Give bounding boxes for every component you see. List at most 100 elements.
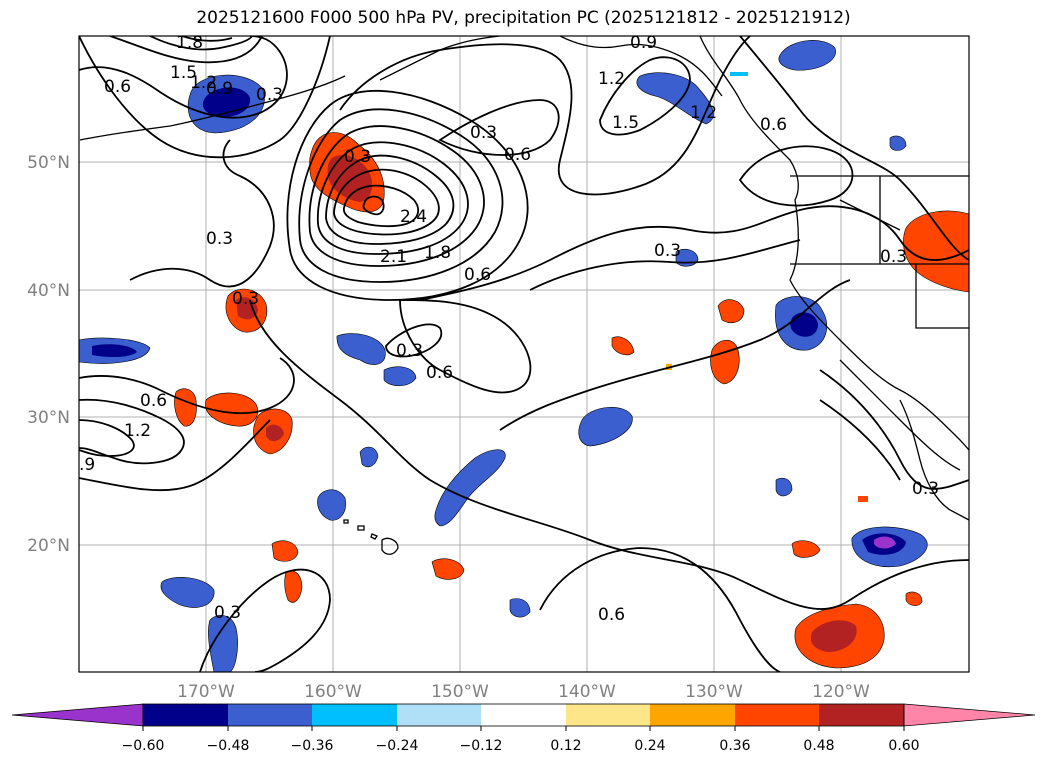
contour-label: 0.3 [232,289,259,309]
graticule [79,36,969,672]
colorbar-tick-label: 0.24 [634,738,665,754]
contour-label: 0.3 [396,341,423,361]
colorbar-tick-label: 0.60 [888,738,919,754]
precip-negative-core [92,344,137,357]
lat-label: 40°N [27,281,70,301]
contour-label: 1.2 [690,103,717,123]
precip-shading [79,40,969,672]
colorbar-tick-label: −0.24 [376,738,419,754]
contour-label: 1.2 [190,73,217,93]
contour-label: 2.4 [400,207,427,227]
precip-positive-area [174,388,197,427]
contour-label: 1.2 [124,421,151,441]
longitude-labels: 170°W 160°W 150°W 140°W 130°W 120°W [177,682,870,702]
colorbar-segment [312,704,397,726]
colorbar-tick-label: 0.36 [719,738,750,754]
precip-negative-area [208,615,238,672]
hawaii-islands [343,519,399,555]
contour-label: 0.9 [206,79,233,99]
contour-label: .9 [79,455,95,475]
lat-label: 50°N [27,153,70,173]
precip-negative-area [160,577,215,608]
precip-positive-area [284,570,303,603]
precip-positive-area [271,540,299,562]
latitude-labels: 50°N 40°N 30°N 20°N [27,153,70,556]
precip-positive-area [431,558,465,580]
contour-label: 0.3 [206,229,233,249]
contour-label: 0.3 [344,147,371,167]
colorbar: −0.60 −0.48 −0.36 −0.24 −0.12 0.12 0.24 … [11,703,1036,754]
colorbar-extend-left [11,703,144,727]
colorbar-tick-label: −0.60 [122,738,165,754]
contour-label: 1.8 [424,243,451,263]
precip-positive-core [327,155,373,202]
contour-label: 0.6 [760,115,787,135]
precip-negative-area [889,135,907,151]
contour-label: 0.3 [214,603,241,623]
colorbar-tick-label: 0.12 [550,738,581,754]
contour-label: 0.6 [104,77,131,97]
contour-labels: 1.8 1.5 1.2 0.9 0.6 0.3 2.4 2.1 1.8 0.6 … [79,33,939,625]
colorbar-segment [650,704,735,726]
contour-label: 0.3 [470,123,497,143]
contour-label: 0.3 [912,479,939,499]
colorbar-tick-label: 0.48 [803,738,834,754]
lat-label: 20°N [27,536,70,556]
colorbar-segment [735,704,819,726]
colorbar-segment [481,704,566,726]
precip-negative-area [434,449,506,527]
colorbar-tick-label: −0.12 [460,738,503,754]
precip-negative-area [778,40,836,71]
precip-negative-area [509,598,531,618]
lon-label: 120°W [812,682,870,702]
contour-label: 1.2 [598,69,625,89]
precip-negative-area [636,72,714,125]
coastlines [79,36,969,521]
contour-label: 1.8 [176,33,203,53]
precip-positive-area [205,392,258,427]
contour-label: 0.6 [598,605,625,625]
colorbar-extend-right [903,703,1036,727]
precip-positive-area [791,540,821,558]
figure-title: 2025121600 F000 500 hPa PV, precipitatio… [196,8,851,28]
precip-negative-core [790,312,818,337]
precip-negative-area [578,406,633,447]
map-frame [78,35,970,673]
precip-positive-area [710,339,740,385]
lon-label: 170°W [177,682,235,702]
contour-label: 0.3 [654,241,681,261]
contour-label: 0.3 [880,247,907,267]
lon-label: 130°W [685,682,743,702]
colorbar-tick-label: −0.36 [291,738,334,754]
colorbar-segment [397,704,481,726]
colorbar-segment [143,704,228,726]
precip-positive-area [858,496,868,502]
contour-label: 1.5 [612,113,639,133]
contour-label: 0.9 [630,33,657,53]
precip-negative-area [775,477,793,497]
lat-label: 30°N [27,408,70,428]
colorbar-tick-label: −0.48 [207,738,250,754]
precip-positive-area [717,299,745,323]
lon-label: 150°W [431,682,489,702]
contour-label: 0.6 [464,265,491,285]
colorbar-segment [819,704,904,726]
precip-positive-core [810,620,857,652]
contour-label: 0.6 [426,363,453,383]
lon-label: 140°W [558,682,616,702]
precip-negative-area [317,489,346,521]
precip-negative-area [336,333,386,365]
colorbar-segment [228,704,312,726]
precip-positive-area [611,336,635,356]
colorbar-segment [566,704,650,726]
contour-label: 1.5 [170,63,197,83]
precip-negative-extreme [874,536,896,549]
contour-label: 0.6 [140,391,167,411]
lon-label: 160°W [304,682,362,702]
precip-positive-core [266,424,284,442]
precip-positive-area [905,591,923,606]
contour-label: 0.3 [256,85,283,105]
contour-label: 2.1 [380,247,407,267]
pv-contours [79,36,969,672]
